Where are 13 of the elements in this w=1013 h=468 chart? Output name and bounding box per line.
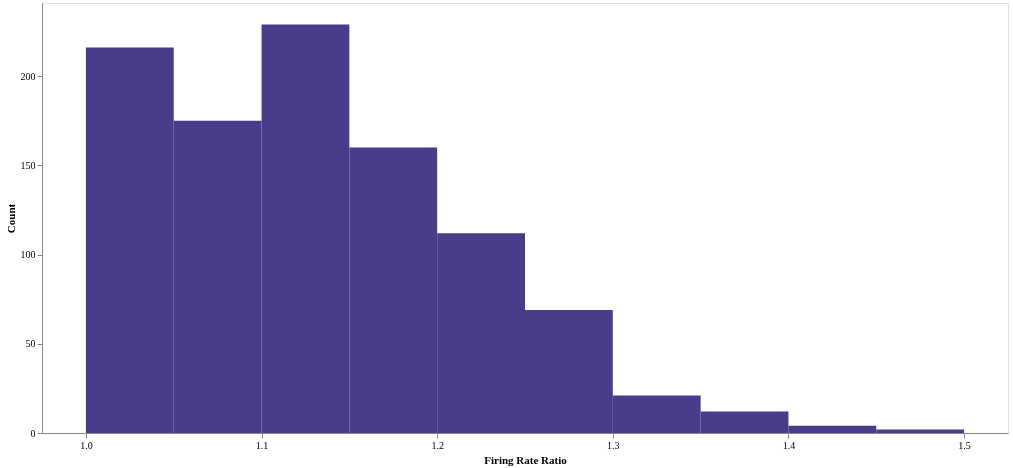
y-tick-label: 100 bbox=[20, 249, 36, 261]
x-tick-label: 1.0 bbox=[80, 439, 93, 451]
y-axis-title: Count bbox=[4, 203, 17, 234]
x-tick-label: 1.5 bbox=[958, 439, 971, 451]
x-tick-label: 1.1 bbox=[255, 439, 269, 451]
x-tick-label: 1.2 bbox=[431, 439, 444, 451]
x-tick-label: 1.3 bbox=[607, 439, 620, 451]
x-axis-title: Firing Rate Ratio bbox=[484, 453, 568, 466]
x-tick-label: 1.4 bbox=[782, 439, 796, 451]
y-tick-label: 50 bbox=[25, 338, 36, 350]
y-tick-label: 150 bbox=[20, 159, 36, 171]
y-tick-label: 200 bbox=[20, 70, 36, 82]
y-tick-label: 0 bbox=[30, 427, 36, 439]
